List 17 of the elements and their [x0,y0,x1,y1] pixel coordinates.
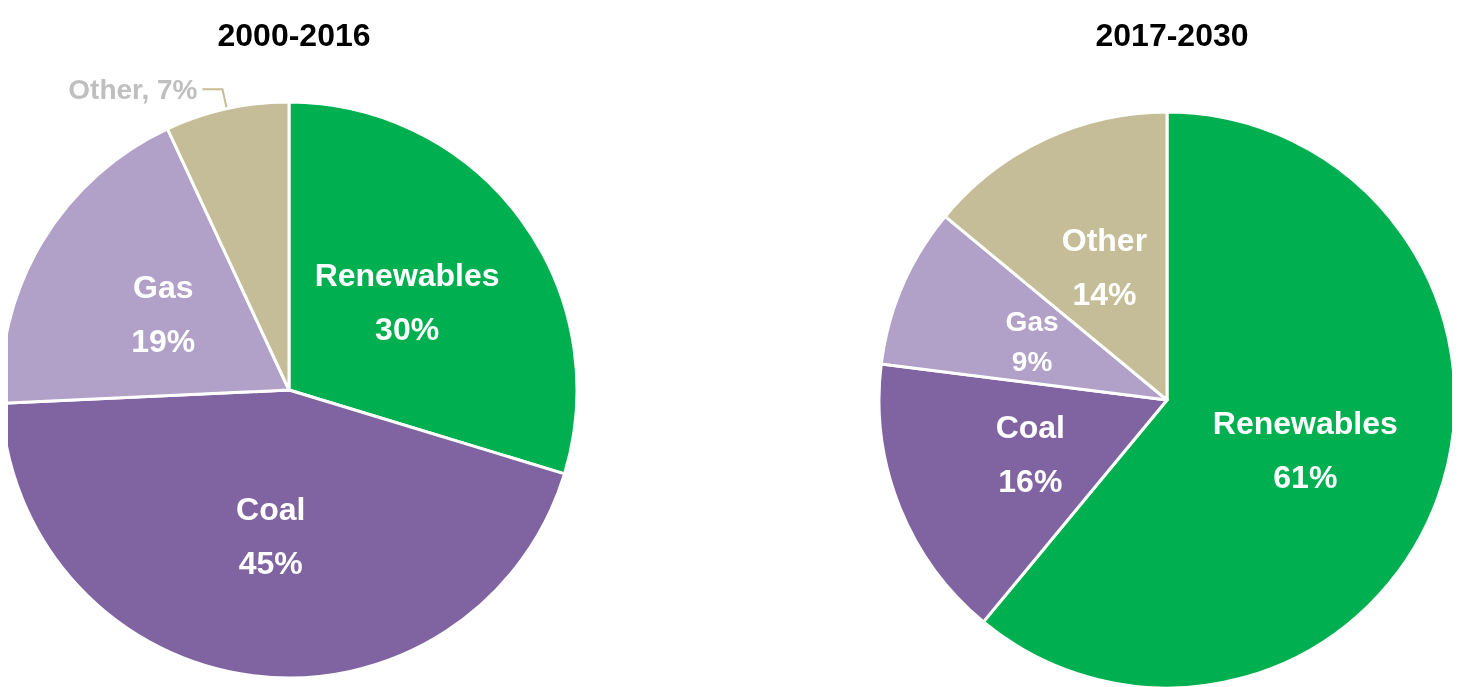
slice-label: Gas [133,268,194,305]
chart-title: 2017-2030 [1095,17,1249,53]
data-label: 45% [238,544,303,581]
slice-label: Other, 7% [68,73,198,105]
slice-label: Renewables [1212,404,1398,441]
chart-title: 2000-2016 [217,17,371,53]
slice-label: Other [1061,221,1148,258]
slice-label: Gas [1005,306,1059,338]
slice-label: Renewables [314,257,500,294]
data-label: 14% [1072,275,1137,312]
slice-label: Coal [995,409,1065,446]
data-label: 19% [131,322,196,359]
data-label: 30% [375,311,440,348]
data-label: 16% [998,463,1063,500]
data-label: 9% [1011,346,1053,378]
data-label: 61% [1273,458,1338,495]
slice-label: Coal [236,490,306,527]
